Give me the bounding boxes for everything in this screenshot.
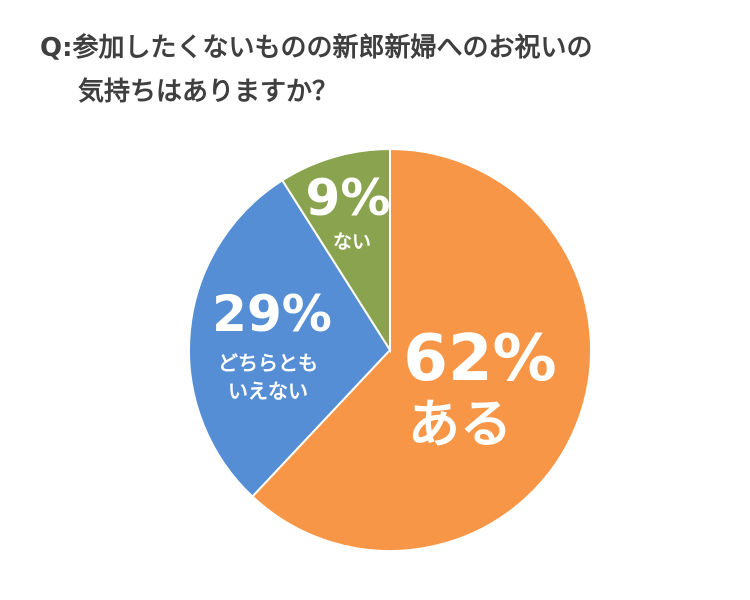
pie-slice: [250, 147, 593, 552]
chart-title-line1: Q:参加したくないものの新郎新婦へのお祝いの: [40, 33, 593, 63]
chart-title: Q:参加したくないものの新郎新婦へのお祝いの 気持ちはありますか？: [40, 26, 593, 114]
pie-labels: 62%ある 29% どちらともいえない 9% ない: [212, 169, 556, 455]
chart-title-line2: 気持ちはありますか？: [78, 77, 339, 107]
slice-percent-label: 9%: [306, 169, 391, 227]
slice-percent-label: 62%: [403, 322, 556, 396]
pie-slice: [280, 147, 391, 354]
slice-category-label: ある: [408, 395, 512, 455]
slice-percent-label: 29%: [212, 285, 332, 343]
slice-category-label: ない: [333, 231, 371, 253]
pie-slice: [188, 178, 392, 498]
slice-category-label: どちらともいえない: [218, 351, 318, 403]
pie-slices: [188, 147, 593, 552]
